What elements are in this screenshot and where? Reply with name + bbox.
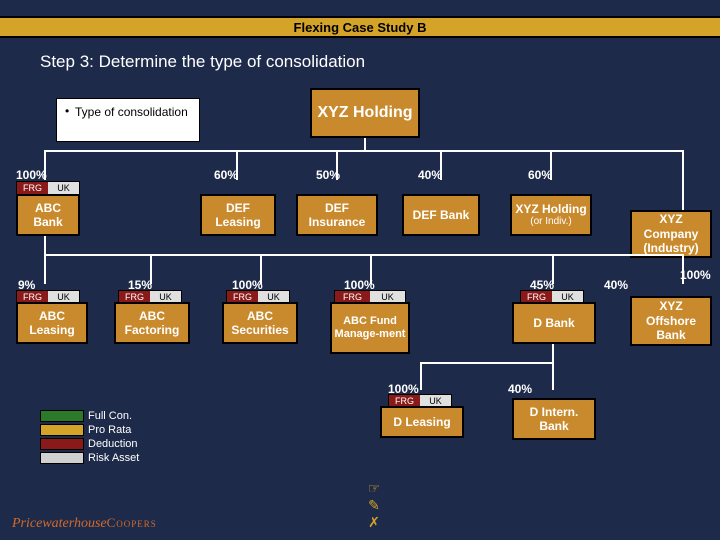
pct-def-bank: 40% bbox=[418, 168, 442, 182]
pct-def-leasing: 60% bbox=[214, 168, 238, 182]
swatch-risk bbox=[40, 452, 84, 464]
hand-icon: ☞ bbox=[364, 480, 384, 497]
node-xyz-holding-root: XYZ Holding bbox=[310, 88, 420, 138]
node-sublabel: (or Indiv.) bbox=[530, 216, 572, 228]
type-of-consolidation-note: Type of consolidation bbox=[56, 98, 200, 142]
pct-abc-bank: 100% bbox=[16, 168, 47, 182]
footer-brand: PricewaterhouseCoopers bbox=[12, 515, 157, 532]
swatch-full bbox=[40, 410, 84, 422]
node-d-leasing: D Leasing bbox=[380, 406, 464, 438]
node-abc-securities: ABC Securities bbox=[222, 302, 298, 344]
node-abc-factoring: ABC Factoring bbox=[114, 302, 190, 344]
step-title: Step 3: Determine the type of consolidat… bbox=[40, 52, 365, 72]
pct-xyz-holding2: 60% bbox=[528, 168, 552, 182]
node-xyz-holding-2: XYZ Holding (or Indiv.) bbox=[510, 194, 592, 236]
legend-pro: Pro Rata bbox=[40, 424, 139, 436]
node-d-intern-bank: D Intern. Bank bbox=[512, 398, 596, 440]
node-abc-bank: ABC Bank bbox=[16, 194, 80, 236]
legend-risk: Risk Asset bbox=[40, 452, 139, 464]
brand-part-1: Pricewaterhouse bbox=[12, 516, 107, 531]
node-xyz-offshore: XYZ Offshore Bank bbox=[630, 296, 712, 346]
pct-xyz-offshore: 100% bbox=[680, 268, 711, 282]
title-band: Flexing Case Study B bbox=[0, 16, 720, 38]
node-d-bank: D Bank bbox=[512, 302, 596, 344]
node-def-bank: DEF Bank bbox=[402, 194, 480, 236]
swatch-ded bbox=[40, 438, 84, 450]
node-label: XYZ Holding bbox=[515, 202, 586, 216]
brand-part-2: Coopers bbox=[107, 515, 157, 530]
node-abc-fundmgt: ABC Fund Manage-ment bbox=[330, 302, 410, 354]
legend-full: Full Con. bbox=[40, 410, 139, 422]
legend: Full Con. Pro Rata Deduction Risk Asset bbox=[40, 410, 139, 466]
pct-d-bank-40: 40% bbox=[604, 278, 628, 292]
tag-frg: FRG bbox=[17, 182, 48, 194]
pencil-icon: ✎ bbox=[364, 497, 384, 514]
node-def-leasing: DEF Leasing bbox=[200, 194, 276, 236]
node-def-insurance: DEF Insurance bbox=[296, 194, 378, 236]
swatch-pro bbox=[40, 424, 84, 436]
node-xyz-company: XYZ Company (Industry) bbox=[630, 210, 712, 258]
tag-uk: UK bbox=[48, 182, 79, 194]
x-icon: ✗ bbox=[364, 514, 384, 531]
node-abc-leasing: ABC Leasing bbox=[16, 302, 88, 344]
pct-def-insurance: 50% bbox=[316, 168, 340, 182]
symbol-stack: ☞ ✎ ✗ bbox=[364, 480, 384, 530]
legend-deduction: Deduction bbox=[40, 438, 139, 450]
tags-abc-bank: FRG UK bbox=[16, 181, 80, 195]
pct-d-intern: 40% bbox=[508, 382, 532, 396]
